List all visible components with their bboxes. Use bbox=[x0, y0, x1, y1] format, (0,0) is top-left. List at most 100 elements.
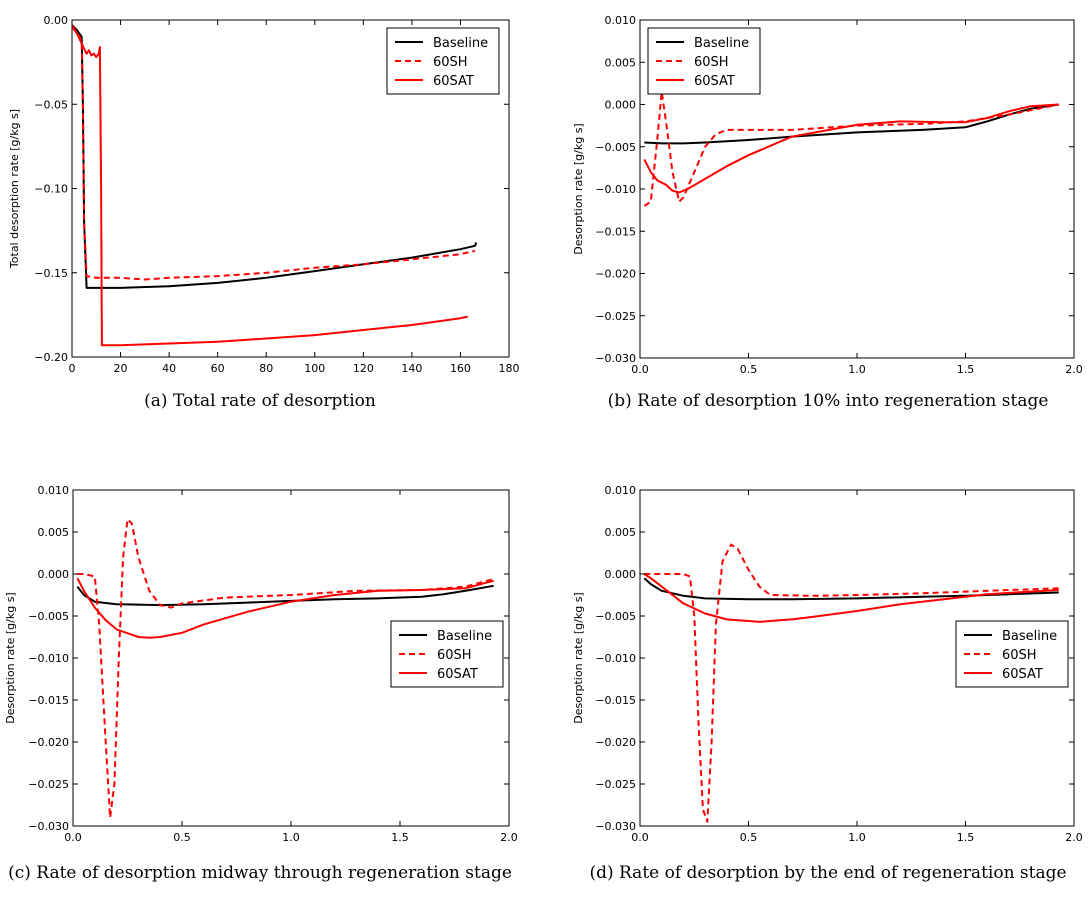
x-tick-label: 0.0 bbox=[631, 831, 649, 844]
y-axis-label: Desorption rate [g/kg s] bbox=[572, 123, 585, 254]
x-tick-label: 0.5 bbox=[173, 831, 191, 844]
x-tick-label: 1.0 bbox=[848, 363, 866, 376]
x-axis-label: Time [min] bbox=[260, 379, 321, 380]
y-tick-label: −0.025 bbox=[595, 778, 636, 791]
x-tick-label: 140 bbox=[401, 362, 422, 375]
chart-panel-c: 0.0 0.5 1.0 1.5 2.0 0.010 0.005 0.000 −0.005 −0.0… bbox=[0, 470, 520, 850]
y-tick-label: −0.015 bbox=[595, 225, 636, 238]
y-tick-label: 0.000 bbox=[605, 568, 637, 581]
y-tick-label: −0.030 bbox=[595, 820, 636, 833]
x-tick-label: 1.5 bbox=[391, 831, 409, 844]
x-axis-label: Position in bed, from inlet [m] bbox=[209, 848, 373, 850]
legend-label-60sh: 60SH bbox=[437, 648, 472, 663]
x-tick-label: 20 bbox=[114, 362, 128, 375]
y-tick-label: −0.025 bbox=[595, 310, 636, 323]
chart-panel-a: 0 20 40 60 80 100 120 140 160 180 0.00 −0.05 −0.10 −0… bbox=[0, 0, 520, 380]
x-tick-label: 40 bbox=[162, 362, 176, 375]
chart-panel-d: 0.0 0.5 1.0 1.5 2.0 0.010 0.005 0.000 −0.005 −0.0… bbox=[568, 470, 1088, 850]
y-tick-label: 0.000 bbox=[605, 99, 637, 112]
x-tick-label: 120 bbox=[353, 362, 374, 375]
caption-b: (b) Rate of desorption 10% into regenera… bbox=[607, 391, 1049, 411]
series-line-baseline bbox=[76, 584, 494, 607]
x-tick-label: 180 bbox=[499, 362, 520, 375]
chart-desorption-end: 0.0 0.5 1.0 1.5 2.0 0.010 0.005 0.000 −0.005 −0.0… bbox=[572, 484, 1083, 850]
x-tick-label: 80 bbox=[259, 362, 273, 375]
series-line-60sat bbox=[72, 24, 468, 347]
x-tick-label: 2.0 bbox=[500, 831, 518, 844]
y-axis-label: Desorption rate [g/kg s] bbox=[572, 592, 585, 723]
series-line-60sat bbox=[76, 577, 494, 639]
y-tick-label: −0.010 bbox=[28, 652, 69, 665]
y-tick-label: −0.020 bbox=[28, 736, 69, 749]
x-tick-label: 100 bbox=[304, 362, 325, 375]
chart-panel-b: 0.0 0.5 1.0 1.5 2.0 0.010 0.005 0.000 −0.005 −0.0… bbox=[568, 0, 1088, 380]
y-tick-label: −0.025 bbox=[28, 778, 69, 791]
legend: Baseline 60SH 60SAT bbox=[955, 620, 1069, 688]
x-axis-label: Position in bed, from inlet [m] bbox=[775, 848, 939, 850]
y-tick-label: 0.005 bbox=[605, 526, 637, 539]
legend-label-60sat: 60SAT bbox=[437, 667, 478, 682]
x-tick-label: 0 bbox=[69, 362, 76, 375]
x-tick-label: 60 bbox=[211, 362, 225, 375]
legend-box bbox=[386, 27, 500, 95]
chart-total-desorption: 0 20 40 60 80 100 120 140 160 180 0.00 −0.05 −0.10 −0… bbox=[8, 14, 520, 380]
chart-desorption-10pct: 0.0 0.5 1.0 1.5 2.0 0.010 0.005 0.000 −0.005 −0.0… bbox=[572, 14, 1083, 376]
x-tick-label: 2.0 bbox=[1065, 831, 1083, 844]
x-tick-label: 0.0 bbox=[631, 363, 649, 376]
y-tick-label: −0.005 bbox=[595, 141, 636, 154]
plot-area bbox=[643, 90, 1059, 207]
legend-label-60sh: 60SH bbox=[1002, 648, 1037, 663]
series-line-baseline bbox=[72, 24, 478, 289]
caption-c: (c) Rate of desorption midway through re… bbox=[8, 863, 512, 883]
y-tick-label: −0.030 bbox=[28, 820, 69, 833]
y-tick-label: −0.20 bbox=[34, 351, 68, 364]
legend-label-baseline: Baseline bbox=[1002, 629, 1057, 644]
series-line-60sh bbox=[77, 518, 494, 819]
y-tick-label: −0.020 bbox=[595, 268, 636, 281]
x-tick-label: 1.5 bbox=[957, 831, 975, 844]
y-tick-label: 0.000 bbox=[38, 568, 70, 581]
y-tick-label: −0.020 bbox=[595, 736, 636, 749]
series-line-baseline bbox=[643, 577, 1059, 601]
y-tick-label: −0.05 bbox=[34, 98, 68, 111]
y-tick-label: −0.015 bbox=[595, 694, 636, 707]
legend: Baseline 60SH 60SAT bbox=[390, 620, 504, 688]
y-tick-label: 0.010 bbox=[605, 484, 637, 497]
series-line-60sh bbox=[643, 90, 1059, 207]
x-tick-label: 0.5 bbox=[740, 831, 758, 844]
x-tick-label: 1.5 bbox=[957, 363, 975, 376]
plot-area bbox=[76, 518, 494, 819]
plot-area bbox=[72, 24, 478, 347]
series-line-60sh bbox=[72, 26, 476, 281]
legend: Baseline 60SH 60SAT bbox=[647, 27, 761, 95]
y-tick-label: −0.15 bbox=[34, 267, 68, 280]
series-line-baseline bbox=[644, 103, 1059, 145]
y-tick-label: −0.005 bbox=[595, 610, 636, 623]
chart-desorption-midway: 0.0 0.5 1.0 1.5 2.0 0.010 0.005 0.000 −0.005 −0.0… bbox=[4, 484, 518, 850]
legend-label-60sh: 60SH bbox=[694, 55, 729, 70]
y-tick-label: −0.10 bbox=[34, 183, 68, 196]
legend-label-baseline: Baseline bbox=[437, 629, 492, 644]
y-tick-label: 0.005 bbox=[38, 526, 70, 539]
y-tick-label: −0.010 bbox=[595, 652, 636, 665]
y-axis-label: Desorption rate [g/kg s] bbox=[4, 592, 17, 723]
legend-label-60sat: 60SAT bbox=[433, 74, 474, 89]
x-tick-label: 0.0 bbox=[64, 831, 82, 844]
y-tick-label: 0.005 bbox=[605, 56, 637, 69]
y-tick-label: −0.015 bbox=[28, 694, 69, 707]
x-tick-label: 1.0 bbox=[848, 831, 866, 844]
x-tick-label: 2.0 bbox=[1065, 363, 1083, 376]
series-line-60sh bbox=[644, 543, 1059, 823]
y-tick-label: 0.010 bbox=[605, 14, 637, 27]
y-tick-label: −0.030 bbox=[595, 352, 636, 365]
legend-label-60sat: 60SAT bbox=[1002, 667, 1043, 682]
plot-area bbox=[643, 543, 1059, 823]
y-tick-label: 0.010 bbox=[38, 484, 70, 497]
legend-label-60sat: 60SAT bbox=[694, 74, 735, 89]
y-tick-label: −0.005 bbox=[28, 610, 69, 623]
legend-label-baseline: Baseline bbox=[694, 36, 749, 51]
caption-a: (a) Total rate of desorption bbox=[144, 391, 376, 411]
legend: Baseline 60SH 60SAT bbox=[386, 27, 500, 95]
x-tick-label: 1.0 bbox=[282, 831, 300, 844]
legend-label-60sh: 60SH bbox=[433, 55, 468, 70]
